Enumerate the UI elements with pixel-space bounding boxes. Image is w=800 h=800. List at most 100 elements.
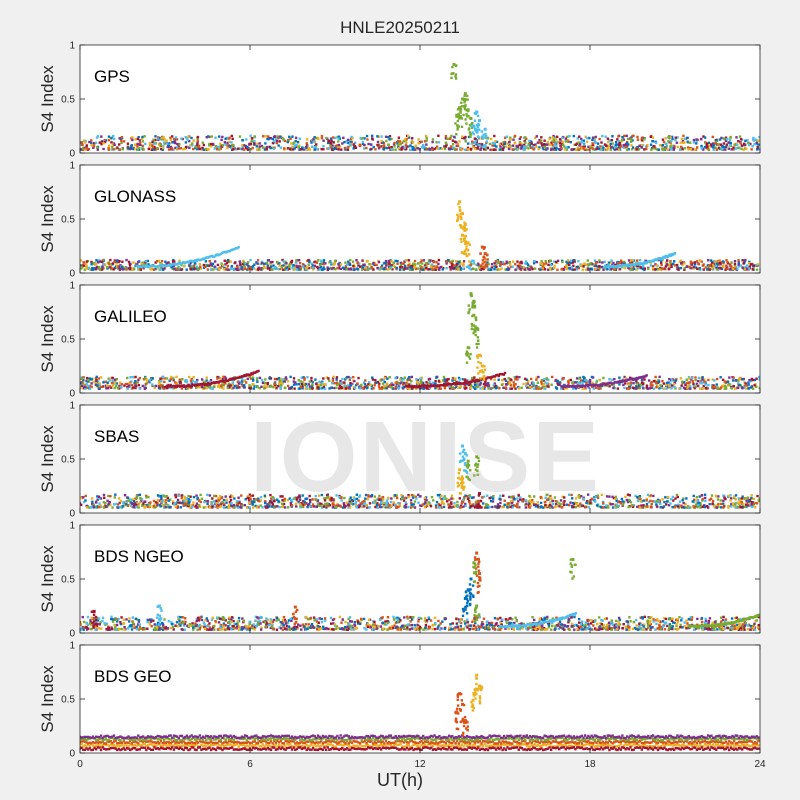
data-point bbox=[724, 268, 727, 271]
data-point bbox=[665, 259, 669, 262]
data-point bbox=[150, 148, 154, 151]
data-point bbox=[345, 268, 348, 271]
data-point bbox=[231, 148, 234, 151]
data-point bbox=[464, 140, 467, 143]
data-point bbox=[445, 383, 448, 386]
data-point bbox=[358, 262, 361, 265]
data-point bbox=[100, 385, 103, 389]
data-point bbox=[338, 384, 342, 388]
data-point bbox=[601, 145, 604, 148]
data-point bbox=[98, 141, 101, 144]
data-point bbox=[687, 377, 691, 380]
data-point bbox=[494, 140, 497, 143]
data-point bbox=[251, 376, 255, 379]
data-point bbox=[157, 259, 161, 263]
data-point bbox=[455, 132, 458, 136]
data-point bbox=[651, 266, 655, 270]
data-point bbox=[162, 136, 165, 139]
data-point bbox=[210, 142, 213, 146]
data-point bbox=[397, 385, 401, 388]
data-point bbox=[375, 263, 378, 267]
data-point bbox=[82, 378, 85, 382]
data-point bbox=[661, 138, 665, 141]
data-point bbox=[669, 260, 672, 263]
data-point bbox=[460, 240, 463, 243]
data-point bbox=[155, 260, 159, 263]
data-point bbox=[657, 258, 660, 262]
data-point bbox=[371, 376, 374, 379]
data-point bbox=[635, 268, 638, 271]
data-point bbox=[151, 383, 154, 386]
data-point bbox=[422, 266, 425, 269]
data-point bbox=[711, 135, 715, 139]
data-point bbox=[583, 145, 586, 148]
data-point bbox=[130, 145, 133, 148]
data-point bbox=[425, 147, 428, 151]
data-point bbox=[84, 262, 88, 266]
data-point bbox=[260, 268, 263, 271]
data-point bbox=[95, 259, 98, 262]
data-point bbox=[288, 387, 291, 390]
data-point bbox=[455, 385, 458, 389]
data-point bbox=[250, 268, 254, 271]
data-point bbox=[233, 376, 237, 379]
data-point bbox=[101, 265, 104, 269]
data-point bbox=[82, 387, 85, 390]
data-point bbox=[491, 141, 495, 145]
data-point bbox=[367, 383, 370, 386]
data-point bbox=[503, 371, 507, 375]
data-point bbox=[346, 141, 350, 145]
data-point bbox=[119, 385, 122, 389]
data-point bbox=[136, 137, 139, 141]
data-point bbox=[208, 259, 211, 263]
data-point bbox=[716, 387, 720, 390]
data-point bbox=[298, 387, 301, 390]
data-point bbox=[253, 263, 256, 266]
data-point bbox=[171, 263, 174, 266]
data-point bbox=[454, 77, 458, 80]
data-point bbox=[310, 385, 313, 388]
data-point bbox=[575, 381, 578, 384]
data-point bbox=[407, 377, 410, 380]
data-point bbox=[138, 146, 141, 150]
data-point bbox=[96, 380, 100, 383]
data-point bbox=[535, 145, 538, 148]
data-point bbox=[290, 259, 294, 263]
data-point bbox=[400, 148, 403, 151]
data-point bbox=[300, 148, 303, 151]
data-point bbox=[190, 264, 194, 268]
data-point bbox=[457, 115, 460, 118]
data-point bbox=[622, 262, 626, 266]
data-point bbox=[291, 145, 294, 148]
data-point bbox=[412, 385, 415, 388]
data-point bbox=[170, 375, 173, 379]
data-point bbox=[403, 376, 406, 379]
data-point bbox=[437, 134, 440, 137]
data-point bbox=[628, 261, 632, 265]
data-point bbox=[425, 143, 428, 146]
data-point bbox=[204, 265, 207, 269]
data-point bbox=[675, 378, 678, 381]
data-point bbox=[177, 147, 181, 150]
data-point bbox=[452, 266, 456, 270]
data-point bbox=[112, 148, 115, 151]
data-point bbox=[205, 376, 208, 379]
data-point bbox=[728, 139, 732, 142]
data-point bbox=[473, 387, 477, 390]
data-point bbox=[361, 142, 365, 145]
data-point bbox=[307, 146, 311, 150]
data-point bbox=[327, 147, 331, 150]
data-point bbox=[587, 380, 590, 383]
data-point bbox=[329, 137, 333, 140]
data-point bbox=[743, 386, 746, 390]
data-point bbox=[159, 377, 162, 380]
data-point bbox=[393, 145, 396, 148]
data-point bbox=[337, 148, 340, 151]
data-point bbox=[544, 259, 547, 263]
data-point bbox=[682, 134, 685, 137]
data-point bbox=[623, 375, 626, 379]
data-point bbox=[427, 259, 431, 262]
data-point bbox=[494, 260, 498, 263]
data-point bbox=[643, 378, 646, 381]
